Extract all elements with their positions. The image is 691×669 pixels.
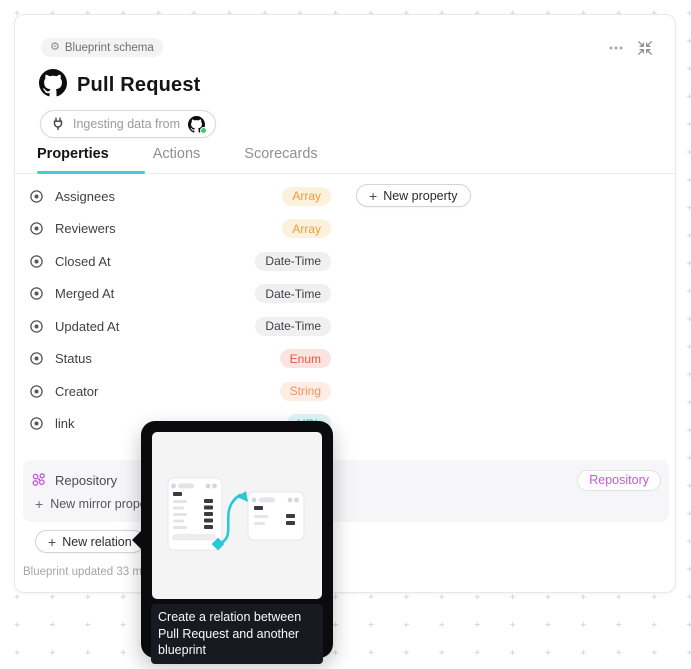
relation-tooltip: Create a relation between Pull Request a… <box>132 421 333 664</box>
active-tab-indicator <box>37 171 145 174</box>
window-actions <box>608 40 653 56</box>
tooltip-caret <box>132 531 141 549</box>
new-mirror-property-label: New mirror prope <box>50 497 147 511</box>
relation-name: Repository <box>55 472 118 488</box>
new-mirror-property-button[interactable]: + New mirror prope <box>35 497 147 511</box>
tab-divider <box>15 173 675 174</box>
property-name: Creator <box>55 383 99 399</box>
property-type-badge: Date-Time <box>255 284 331 303</box>
property-type-badge: Array <box>282 219 331 238</box>
ellipsis-icon <box>609 46 623 50</box>
new-relation-button[interactable]: + New relation <box>35 530 145 553</box>
property-name: link <box>55 416 75 431</box>
ingesting-data-pill[interactable]: Ingesting data from <box>40 110 217 138</box>
radio-target-icon <box>30 384 43 398</box>
tooltip-line: Create a relation between <box>158 610 302 624</box>
radio-target-icon <box>30 352 43 365</box>
property-name: Closed At <box>55 253 111 269</box>
property-type-badge: Date-Time <box>255 251 331 271</box>
radio-target-icon <box>30 222 43 235</box>
property-name: Status <box>55 351 92 366</box>
footer-status: Blueprint updated 33 m <box>23 566 142 578</box>
blueprint-card: ⚙ Blueprint schema Pull Request <box>14 14 676 593</box>
property-list: Assignees Array Reviewers Array Closed A… <box>29 186 331 446</box>
github-logo-icon <box>39 69 67 102</box>
property-type-badge: Enum <box>279 349 331 368</box>
property-name: Updated At <box>55 318 120 334</box>
collapse-button[interactable] <box>637 40 653 56</box>
radio-target-icon <box>30 189 43 203</box>
relation-illustration <box>152 432 322 599</box>
new-relation-label: New relation <box>62 534 132 549</box>
more-options-button[interactable] <box>608 40 624 56</box>
property-type-badge: Array <box>282 186 331 206</box>
plus-icon: + <box>35 497 44 511</box>
radio-target-icon <box>30 254 43 268</box>
relation-target-badge[interactable]: Repository <box>577 469 661 491</box>
tab-bar: Properties Actions Scorecards <box>37 146 318 174</box>
tooltip-line: blueprint <box>158 643 206 657</box>
ingesting-label: Ingesting data from <box>73 117 181 131</box>
radio-target-icon <box>30 319 43 333</box>
property-name: Assignees <box>55 188 115 204</box>
github-source-icon <box>188 115 208 134</box>
schema-badge: ⚙ Blueprint schema <box>41 38 163 57</box>
radio-target-icon <box>30 417 43 430</box>
gear-icon: ⚙ <box>50 41 60 53</box>
new-property-button[interactable]: + New property <box>356 184 471 207</box>
relation-row[interactable]: Repository Repository <box>31 469 661 491</box>
new-property-label: New property <box>383 188 458 203</box>
tab-actions[interactable]: Actions <box>152 146 201 162</box>
relation-icon <box>32 473 45 486</box>
title-row: Pull Request <box>39 69 201 102</box>
tab-properties[interactable]: Properties <box>37 146 109 162</box>
tooltip-text: Create a relation between Pull Request a… <box>151 604 323 664</box>
property-name: Reviewers <box>55 221 116 236</box>
page-title: Pull Request <box>77 74 201 96</box>
plug-icon <box>53 117 63 131</box>
schema-badge-label: Blueprint schema <box>64 41 154 54</box>
tooltip-line: Pull Request and another <box>158 626 300 641</box>
tab-scorecards[interactable]: Scorecards <box>244 146 318 162</box>
plus-icon: + <box>48 533 57 550</box>
status-dot <box>200 126 208 134</box>
relation-section: Repository Repository + New mirror prope <box>23 460 669 522</box>
property-row[interactable]: Updated At Date-Time <box>29 316 331 336</box>
plus-icon: + <box>369 187 378 204</box>
collapse-icon <box>638 41 652 55</box>
property-row[interactable]: Creator String <box>29 381 331 401</box>
radio-target-icon <box>30 287 43 300</box>
property-type-badge: Date-Time <box>255 316 331 336</box>
property-row[interactable]: Reviewers Array <box>29 219 331 239</box>
property-row[interactable]: Merged At Date-Time <box>29 284 331 304</box>
property-name: Merged At <box>55 286 115 301</box>
property-row[interactable]: Closed At Date-Time <box>29 251 331 271</box>
property-row[interactable]: Status Enum <box>29 349 331 369</box>
property-row[interactable]: Assignees Array <box>29 186 331 206</box>
property-type-badge: String <box>279 381 331 401</box>
